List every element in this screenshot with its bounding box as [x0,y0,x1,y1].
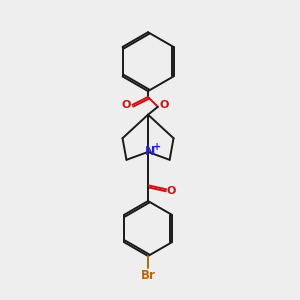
Text: Br: Br [141,269,155,282]
Text: O: O [159,100,168,110]
Text: N: N [145,146,155,158]
Text: O: O [122,100,131,110]
Text: +: + [153,142,161,152]
Text: O: O [167,186,176,196]
